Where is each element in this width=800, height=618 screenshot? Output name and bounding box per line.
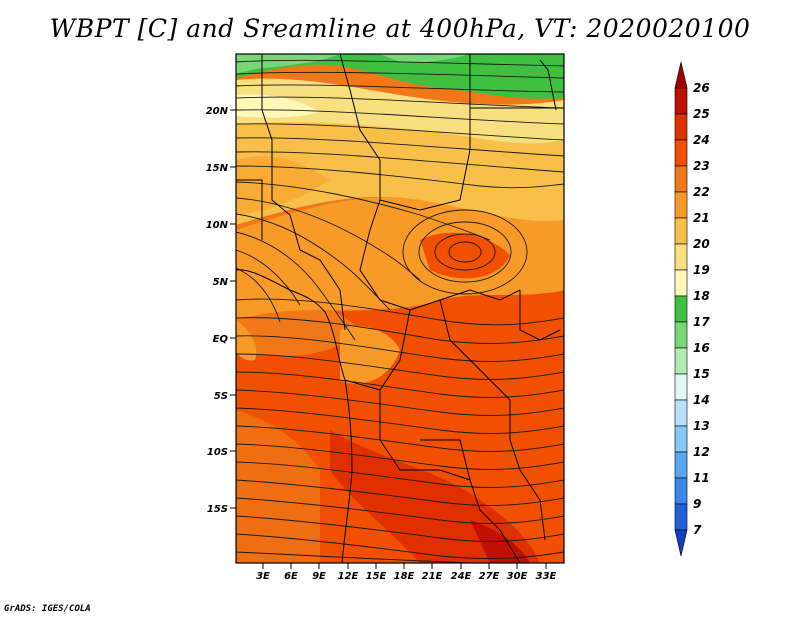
colorbar-label: 16 xyxy=(693,341,710,355)
colorbar-label: 15 xyxy=(693,367,710,381)
colorbar-swatch xyxy=(674,191,688,219)
lat-label: EQ xyxy=(213,334,229,345)
colorbar-swatch xyxy=(674,503,688,531)
colorbar-label: 26 xyxy=(693,81,710,95)
lat-label: 5N xyxy=(213,277,229,288)
colorbar-label: 7 xyxy=(693,523,702,537)
colorbar-label: 19 xyxy=(693,263,710,277)
colorbar: 26 25 24 23 22 21 20 19 18 17 16 15 14 13 12 11 9 7 xyxy=(674,61,710,557)
map-frame xyxy=(235,53,565,564)
lon-label: 15E xyxy=(366,571,387,582)
colorbar-label: 20 xyxy=(693,237,710,251)
lat-label: 20N xyxy=(206,106,229,117)
lon-label: 30E xyxy=(507,571,528,582)
lon-label: 6E xyxy=(284,571,298,582)
colorbar-swatch xyxy=(674,451,688,479)
streamlines xyxy=(236,59,564,563)
lon-label: 3E xyxy=(256,571,270,582)
lat-label: 10S xyxy=(207,447,228,458)
map-title: WBPT [C] and Sreamline at 400hPa, VT: 20… xyxy=(49,14,751,43)
grads-credit: GrADS: IGES/COLA xyxy=(4,604,91,614)
colorbar-swatch xyxy=(674,295,688,323)
colorbar-label: 14 xyxy=(693,393,710,407)
colorbar-label: 17 xyxy=(693,315,710,329)
colorbar-swatch xyxy=(674,373,688,401)
colorbar-label: 24 xyxy=(693,133,710,147)
country-borders xyxy=(236,54,564,563)
colorbar-swatch xyxy=(674,165,688,193)
lat-label: 15S xyxy=(207,504,228,515)
lat-label: 10N xyxy=(206,220,229,231)
colorbar-swatch xyxy=(674,425,688,453)
colorbar-swatch xyxy=(674,477,688,505)
colorbar-label: 9 xyxy=(693,497,701,511)
lat-label: 5S xyxy=(214,391,228,402)
colorbar-swatch xyxy=(674,217,688,245)
lon-label: 24E xyxy=(451,571,472,582)
colorbar-swatch xyxy=(674,243,688,271)
lon-label: 21E xyxy=(422,571,443,582)
colorbar-label: 21 xyxy=(693,211,710,225)
colorbar-label: 11 xyxy=(693,471,710,485)
lat-axis: 20N 15N 10N 5N EQ 5S 10S 15S xyxy=(206,106,236,515)
colorbar-label: 13 xyxy=(693,419,710,433)
colorbar-swatch xyxy=(674,321,688,349)
lon-label: 33E xyxy=(536,571,557,582)
colorbar-swatch xyxy=(674,347,688,375)
lat-label: 15N xyxy=(206,163,229,174)
colorbar-swatch xyxy=(674,529,688,557)
lon-label: 18E xyxy=(394,571,415,582)
lon-label: 27E xyxy=(479,571,500,582)
colorbar-label: 25 xyxy=(693,107,710,121)
colorbar-swatch xyxy=(674,399,688,427)
lon-label: 12E xyxy=(338,571,359,582)
colorbar-label: 12 xyxy=(693,445,710,459)
lon-axis: 3E 6E 9E 12E 15E 18E 21E 24E 27E 30E 33E xyxy=(256,563,557,582)
colorbar-swatch xyxy=(674,139,688,167)
colorbar-label: 18 xyxy=(693,289,710,303)
colorbar-label: 23 xyxy=(693,159,710,173)
colorbar-swatch xyxy=(674,61,688,89)
colorbar-swatch xyxy=(674,113,688,141)
lon-label: 9E xyxy=(312,571,326,582)
colorbar-label: 22 xyxy=(693,185,710,199)
colorbar-swatch xyxy=(674,87,688,115)
colorbar-swatch xyxy=(674,269,688,297)
